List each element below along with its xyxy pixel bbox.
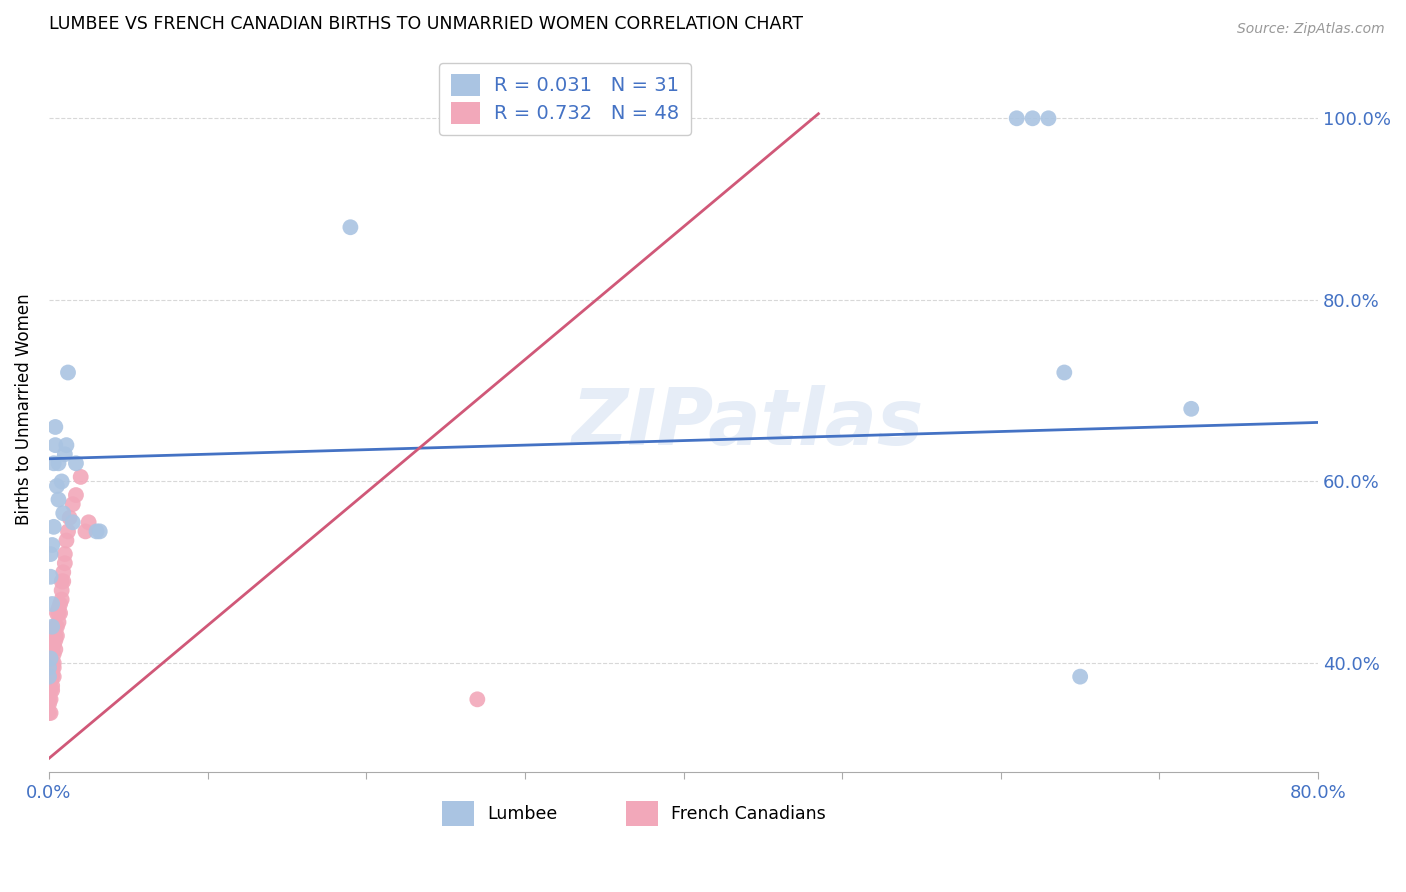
Point (38, 670, 60, 684)
Point (53, 447, 76, 461)
Point (48, 601, 70, 615)
Point (39, 692, 62, 706)
Point (41, 538, 63, 552)
Point (39, 674, 62, 689)
Point (51, 592, 73, 607)
Point (42, 638, 65, 652)
Point (49, 597, 72, 611)
Point (41, 597, 63, 611)
Point (48, 615, 70, 629)
Text: ZIPatlas: ZIPatlas (571, 385, 924, 461)
Point (39, 665, 62, 679)
Point (39, 706, 62, 720)
Point (51, 583, 73, 598)
Point (45, 620, 67, 634)
Point (53, 547, 76, 561)
Point (39, 547, 62, 561)
Point (44, 629, 66, 643)
Point (48, 492, 70, 507)
Point (44, 420, 66, 434)
Point (42, 647, 65, 661)
Point (56, 366, 79, 380)
Point (1038, 112, 1060, 126)
Point (44, 633, 66, 648)
Point (62, 516, 84, 530)
Point (52, 506, 75, 520)
Point (65, 488, 87, 502)
Text: Source: ZipAtlas.com: Source: ZipAtlas.com (1237, 22, 1385, 37)
Point (38, 697, 60, 711)
Point (1021, 112, 1043, 126)
Point (51, 475, 73, 489)
Point (41, 670, 63, 684)
Point (52, 574, 75, 589)
Point (41, 665, 63, 679)
Point (39, 570, 62, 584)
Point (55, 533, 77, 548)
Point (1005, 112, 1028, 126)
Point (86, 524, 108, 539)
Point (65, 456, 87, 470)
Point (42, 670, 65, 684)
Point (41, 660, 63, 674)
Point (38, 692, 60, 706)
Point (44, 438, 66, 452)
Point (55, 438, 77, 452)
Point (42, 660, 65, 674)
Point (45, 479, 67, 493)
Point (38, 706, 60, 720)
Point (48, 456, 70, 470)
Point (1180, 401, 1202, 416)
Point (89, 524, 111, 539)
Point (69, 470, 91, 484)
FancyBboxPatch shape (443, 801, 474, 827)
Point (44, 620, 66, 634)
Point (44, 642, 66, 657)
Point (339, 220, 361, 235)
Point (42, 520, 65, 534)
Point (75, 524, 97, 539)
Point (39, 683, 62, 698)
Point (1069, 670, 1091, 684)
Point (41, 656, 63, 670)
Point (41, 679, 63, 693)
Point (45, 606, 67, 620)
Point (56, 524, 79, 539)
Point (38, 683, 60, 698)
Point (51, 574, 73, 589)
Text: Lumbee: Lumbee (486, 805, 557, 823)
FancyBboxPatch shape (627, 801, 658, 827)
Point (41, 683, 63, 698)
Point (1053, 366, 1076, 380)
Point (41, 620, 63, 634)
Point (48, 606, 70, 620)
Text: French Canadians: French Canadians (671, 805, 825, 823)
Point (42, 456, 65, 470)
Legend: R = 0.031   N = 31, R = 0.732   N = 48: R = 0.031 N = 31, R = 0.732 N = 48 (440, 62, 690, 136)
Point (45, 629, 67, 643)
Point (62, 497, 84, 511)
Point (38, 660, 60, 674)
Point (42, 656, 65, 670)
Point (53, 556, 76, 570)
Point (39, 651, 62, 665)
Point (58, 510, 80, 524)
Point (49, 606, 72, 620)
Text: LUMBEE VS FRENCH CANADIAN BIRTHS TO UNMARRIED WOMEN CORRELATION CHART: LUMBEE VS FRENCH CANADIAN BIRTHS TO UNMA… (49, 15, 803, 33)
Point (77, 516, 100, 530)
Point (465, 692, 488, 706)
Y-axis label: Births to Unmarried Women: Births to Unmarried Women (15, 293, 32, 524)
Point (52, 566, 75, 580)
